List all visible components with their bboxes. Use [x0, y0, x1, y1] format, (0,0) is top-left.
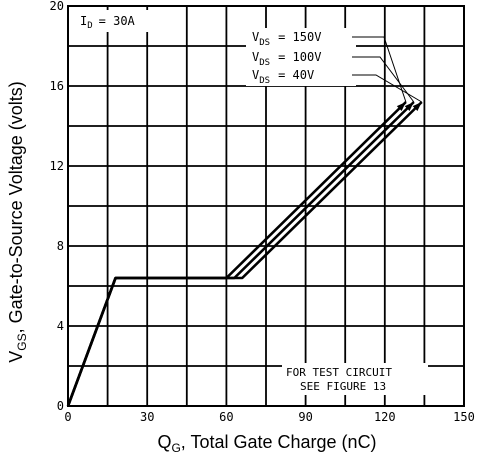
series-line: [66, 101, 423, 407]
x-tick-label: 90: [298, 410, 312, 424]
y-tick-label: 20: [50, 0, 64, 13]
legend-leader: [352, 74, 423, 103]
legend-leader: [352, 56, 415, 103]
x-axis-title: QG, Total Gate Charge (nC): [157, 432, 376, 455]
tick-labels: 0 30 60 90 120 150 0 4 8 12 16 20: [50, 0, 475, 424]
y-tick-label: 8: [57, 239, 64, 253]
series-line: [66, 101, 407, 407]
y-tick-label: 0: [57, 399, 64, 413]
circuit-annotation-line-2: SEE FIGURE 13: [300, 380, 386, 393]
series-lines: [66, 101, 423, 407]
id-annotation: ID = 30A: [80, 14, 136, 31]
x-tick-label: 150: [453, 410, 475, 424]
series-arrowhead: [404, 102, 414, 112]
legend-leader: [352, 36, 407, 103]
circuit-annotation-box: [282, 363, 428, 395]
plot-frame: [67, 5, 465, 407]
y-axis-title: VGS, Gate-to-Source Voltage (volts): [6, 81, 29, 362]
legend-label: VDS = 100V: [252, 50, 321, 68]
id-annotation-box: [73, 10, 163, 32]
y-tick-label: 4: [57, 319, 64, 333]
circuit-annotation-line-1: FOR TEST CIRCUIT: [286, 366, 392, 379]
legend-box: [246, 28, 356, 86]
x-tick-label: 0: [64, 410, 71, 424]
series-arrowhead: [396, 102, 406, 112]
legend-label: VDS = 150V: [252, 30, 321, 48]
x-tick-label: 60: [219, 410, 233, 424]
legend-label: VDS = 40V: [252, 68, 314, 86]
x-tick-label: 120: [374, 410, 396, 424]
x-tick-label: 30: [140, 410, 154, 424]
series-arrowhead: [412, 102, 422, 112]
y-tick-label: 16: [50, 79, 64, 93]
series-line: [66, 101, 415, 407]
y-tick-label: 12: [50, 159, 64, 173]
